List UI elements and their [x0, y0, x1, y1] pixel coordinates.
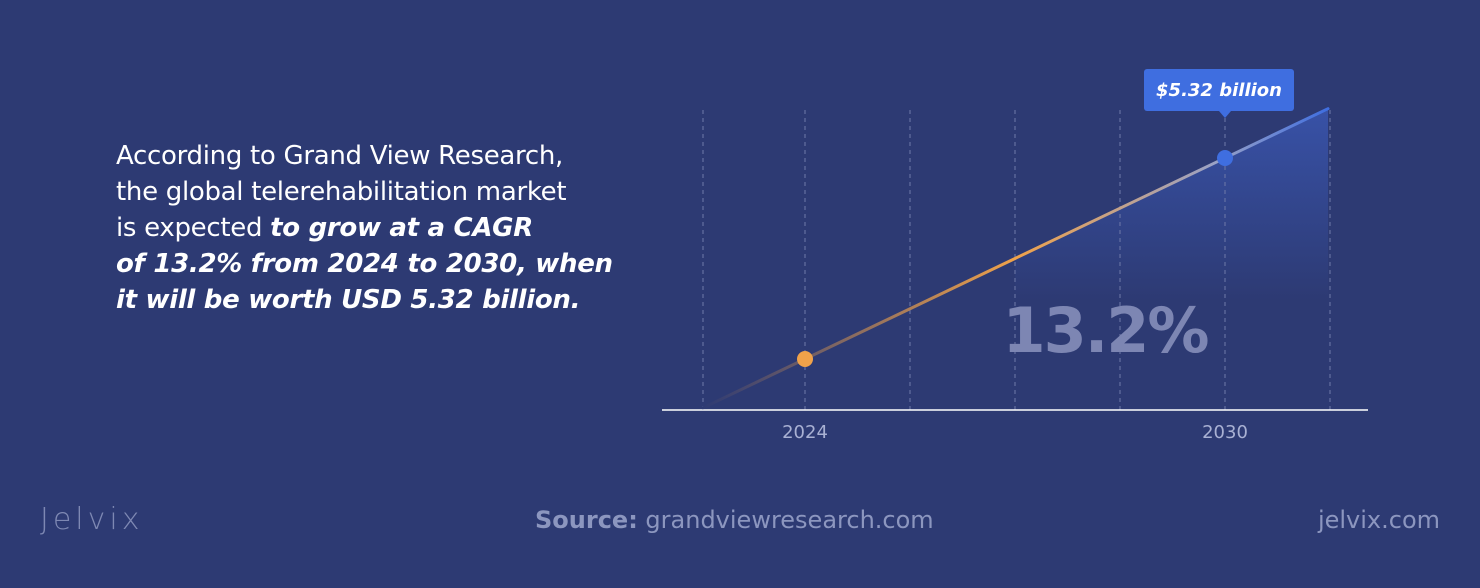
source-credit: Source: grandviewresearch.com: [535, 506, 934, 534]
intro-line-2: the global telerehabilitation market: [116, 177, 567, 207]
value-callout-box: [1144, 69, 1294, 111]
data-point-2024: [797, 351, 813, 367]
x-tick-label: 2030: [1202, 422, 1248, 443]
site-url: jelvix.com: [1317, 506, 1440, 534]
data-point-2030: [1217, 150, 1233, 166]
intro-text: According to Grand View Research, the gl…: [116, 138, 636, 318]
value-callout-label: $5.32 billion: [1156, 80, 1282, 101]
intro-line-3: is expected to grow at a CAGR: [116, 210, 636, 246]
intro-line-3-plain: is expected: [116, 213, 271, 243]
intro-line-5: it will be worth USD 5.32 billion.: [116, 285, 581, 315]
intro-line-4: of 13.2% from 2024 to 2030, when: [116, 249, 613, 279]
x-tick-label: 2024: [782, 422, 828, 443]
intro-line-1: According to Grand View Research,: [116, 141, 564, 171]
source-label: Source:: [535, 506, 638, 534]
brand-logo: Jelvix: [40, 502, 144, 537]
source-value: grandviewresearch.com: [637, 506, 934, 534]
intro-line-3-emphasis: to grow at a CAGR: [270, 213, 533, 243]
cagr-rate-label: 13.2%: [1002, 294, 1208, 367]
area-fill: [1015, 108, 1328, 300]
value-callout-pointer: [1219, 111, 1231, 118]
